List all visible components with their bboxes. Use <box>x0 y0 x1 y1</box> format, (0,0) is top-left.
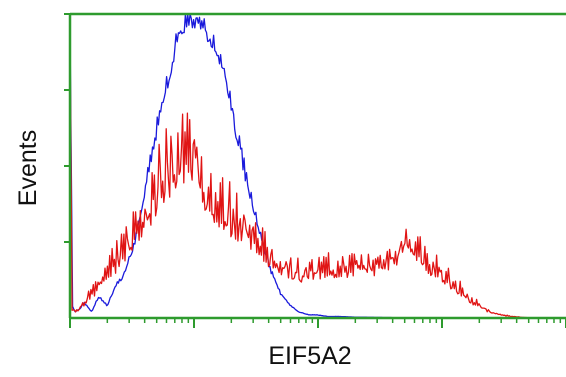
x-axis-label: EIF5A2 <box>268 342 351 370</box>
y-axis-label: Events <box>14 130 42 206</box>
